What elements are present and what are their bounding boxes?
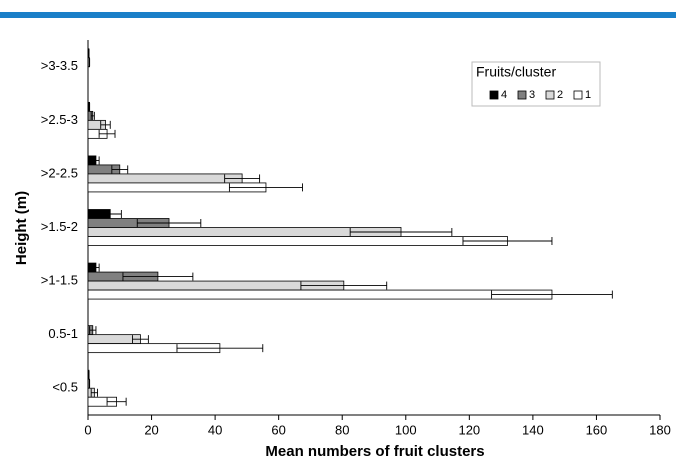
x-tick-label: 20 [144,422,158,437]
y-tick-label: >2.5-3 [41,112,78,127]
y-tick-label: <0.5 [52,380,78,395]
error-bar [349,228,453,236]
legend-swatch [545,90,555,100]
bar [87,236,508,246]
y-tick-label: >3-3.5 [41,58,78,73]
legend-swatch [517,90,527,100]
error-bar [224,174,261,183]
legend-label: 2 [557,89,563,101]
error-bar [122,272,194,281]
x-tick-label: 160 [586,422,608,437]
error-bar [491,290,613,299]
y-tick-label: >1.5-2 [41,219,78,234]
bar [87,173,243,184]
x-tick-label: 40 [208,422,222,437]
x-tick-label: 60 [271,422,285,437]
error-bar [92,263,100,272]
error-bar [90,111,95,120]
error-bar [132,335,149,344]
error-bar [98,129,116,138]
bar [87,289,553,300]
legend-swatch [489,90,499,100]
error-bar [106,397,127,406]
x-tick-label: 80 [335,422,349,437]
legend-swatch [573,90,583,100]
y-tick-label: >1-1.5 [41,273,78,288]
header-bar [0,12,676,18]
error-bar [89,326,97,335]
x-tick-label: 140 [522,422,544,437]
error-bar [111,165,129,174]
error-bar [462,237,553,245]
error-bar [100,120,111,129]
error-bar [92,156,100,165]
error-bar [90,388,98,397]
x-tick-label: 0 [84,422,91,437]
x-axis-title: Mean numbers of fruit clusters [265,443,484,460]
error-bar [136,219,202,227]
x-tick-label: 180 [649,422,671,437]
y-tick-label: >2-2.5 [41,165,78,180]
error-bar [300,281,388,290]
y-tick-label: 0.5-1 [48,326,78,341]
legend-label: 3 [529,89,535,101]
x-tick-label: 100 [395,422,417,437]
legend-title: Fruits/cluster [476,64,556,80]
error-bar [228,183,303,192]
error-bar [98,210,122,218]
legend-label: 4 [501,89,507,101]
y-axis-title: Height (m) [13,191,30,265]
error-bar [176,344,264,353]
x-tick-label: 120 [458,422,480,437]
legend-label: 1 [585,89,591,101]
